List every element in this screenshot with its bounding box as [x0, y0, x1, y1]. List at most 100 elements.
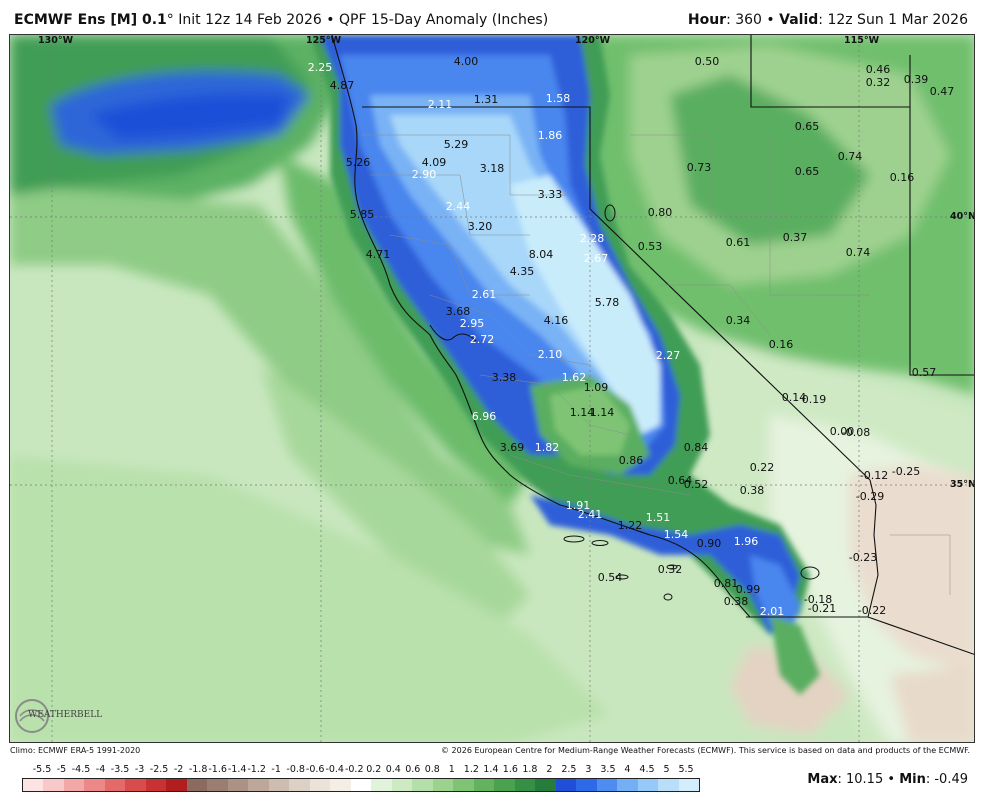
legend-tick-label: -2.5 [149, 764, 169, 775]
legend-swatch [145, 779, 167, 791]
valid-time: Hour: 360 • Valid: 12z Sun 1 Mar 2026 [687, 12, 968, 28]
legend-swatch [350, 779, 372, 791]
anomaly-value: 4.71 [366, 248, 391, 261]
ocean-anomaly-field [10, 35, 610, 742]
anomaly-value: -0.18 [804, 593, 832, 606]
anomaly-value: 0.16 [890, 171, 915, 184]
legend-swatch [432, 779, 454, 791]
longitude-label: 125°W [306, 35, 342, 46]
anomaly-value: 2.11 [428, 98, 453, 111]
anomaly-value: 0.00 [830, 425, 855, 438]
legend-tick-label: 2 [546, 764, 553, 775]
legend-tick-label: -0.8 [286, 764, 305, 775]
longitude-label: 120°W [575, 35, 611, 46]
longitude-label: 130°W [38, 35, 74, 46]
legend-tick-label: 0.4 [385, 764, 401, 775]
anomaly-value: 1.54 [664, 528, 689, 541]
anomaly-value: 4.16 [544, 314, 569, 327]
islands [563, 204, 820, 601]
anomaly-value: 1.86 [538, 129, 563, 142]
legend-tick-label: 4.5 [639, 764, 655, 775]
precip-anomaly-map: 130°W 125°W 120°W 115°W 40°N 35°N 2.25 4.87 4.… [10, 35, 975, 742]
model-name: ECMWF Ens [M] 0.1 [14, 12, 167, 28]
anomaly-value: 0.65 [795, 165, 820, 178]
anomaly-value: 0.14 [782, 391, 807, 404]
legend-swatch [535, 779, 556, 791]
legend-tick-label: -5 [56, 764, 67, 775]
anomaly-value: 1.91 [566, 499, 591, 512]
anomaly-value: 2.10 [538, 348, 563, 361]
anomaly-value: 2.28 [580, 232, 605, 245]
map-panel: 130°W 125°W 120°W 115°W 40°N 35°N 2.25 4.87 4.… [9, 34, 975, 743]
anomaly-value: 0.19 [802, 393, 827, 406]
anomaly-value: -0.22 [858, 604, 886, 617]
legend-swatch [289, 779, 310, 791]
anomaly-value: 0.90 [697, 537, 722, 550]
legend-swatch [473, 779, 495, 791]
anomaly-value: 1.82 [535, 441, 560, 454]
anomaly-value: 1.22 [618, 519, 643, 532]
anomaly-value: 0.65 [795, 120, 820, 133]
legend-swatch [166, 779, 187, 791]
anomaly-value: 8.04 [529, 248, 554, 261]
legend-swatch [658, 779, 679, 791]
anomaly-value: 0.16 [769, 338, 794, 351]
anomaly-value: 1.51 [646, 511, 671, 524]
legend-swatch [43, 779, 64, 791]
anomaly-value: 4.87 [330, 79, 355, 92]
legend-swatch [330, 779, 351, 791]
anomaly-value: 0.86 [619, 454, 644, 467]
anomaly-value: -0.25 [892, 465, 920, 478]
legend-tick-label: -3.5 [110, 764, 130, 775]
anomaly-value: 1.96 [734, 535, 759, 548]
anomaly-value: 0.73 [687, 161, 712, 174]
legend-tick-label: -1.2 [247, 764, 266, 775]
legend-tick-label: -1 [271, 764, 281, 775]
anomaly-value: 0.99 [736, 583, 761, 596]
legend-tick-label: -0.2 [344, 764, 364, 775]
anomaly-value: 0.54 [598, 571, 623, 584]
product-name: QPF 15-Day Anomaly (Inches) [339, 12, 549, 28]
latitude-label: 40°N [950, 211, 975, 222]
legend-tick-label: -4.5 [71, 764, 91, 775]
legend-swatch [23, 779, 44, 791]
legend-tick-label: 0.2 [366, 764, 382, 775]
legend-tick-labels: -5.5 -5 -4.5 -4 -3.5 -3 -2.5 -2 -1.8 -1.6 -1.4 -1.2… [22, 764, 700, 776]
anomaly-value: 2.25 [308, 61, 333, 74]
legend-swatch [186, 779, 208, 791]
anomaly-value: 3.18 [480, 162, 505, 175]
anomaly-value: -0.23 [849, 551, 877, 564]
anomaly-value: 0.37 [783, 231, 808, 244]
legend-tick-label: -0.6 [305, 764, 325, 775]
graticule [10, 35, 974, 742]
anomaly-value: 2.90 [412, 168, 437, 181]
anomaly-value: 0.81 [714, 577, 739, 590]
legend-swatch [248, 779, 269, 791]
anomaly-value: 0.74 [846, 246, 871, 259]
anomaly-value: 6.96 [472, 410, 497, 423]
legend-tick-label: -1.8 [188, 764, 208, 775]
legend-tick-label: -0.4 [325, 764, 344, 775]
legend-tick-label: -2 [173, 764, 184, 775]
init-time: Init 12z 14 Feb 2026 [178, 12, 322, 28]
anomaly-value: 0.38 [724, 595, 749, 608]
anomaly-value: 5.26 [346, 156, 371, 169]
legend-tick-label: 1 [448, 764, 455, 775]
legend-swatch [268, 779, 290, 791]
longitude-labels: 130°W 125°W 120°W 115°W [38, 35, 880, 46]
anomaly-value: 0.22 [750, 461, 775, 474]
anomaly-value: 2.95 [460, 317, 485, 330]
copyright-note: © 2026 European Centre for Medium-Range … [441, 746, 970, 755]
anomaly-value: 1.14 [570, 406, 595, 419]
legend-tick-label: -4 [95, 764, 106, 775]
legend-tick-label: 3.5 [600, 764, 616, 775]
anomaly-value: -0.21 [808, 602, 836, 615]
anomaly-value: 2.72 [470, 333, 495, 346]
anomaly-value: -0.08 [842, 426, 870, 439]
anomaly-value: 0.32 [866, 76, 891, 89]
legend-swatch [514, 779, 536, 791]
legend-tick-label: 1.6 [502, 764, 518, 775]
max-min-readout: Max: 10.15 • Min: -0.49 [807, 772, 968, 787]
anomaly-value: 3.69 [500, 441, 525, 454]
anomaly-value: -0.12 [860, 469, 888, 482]
